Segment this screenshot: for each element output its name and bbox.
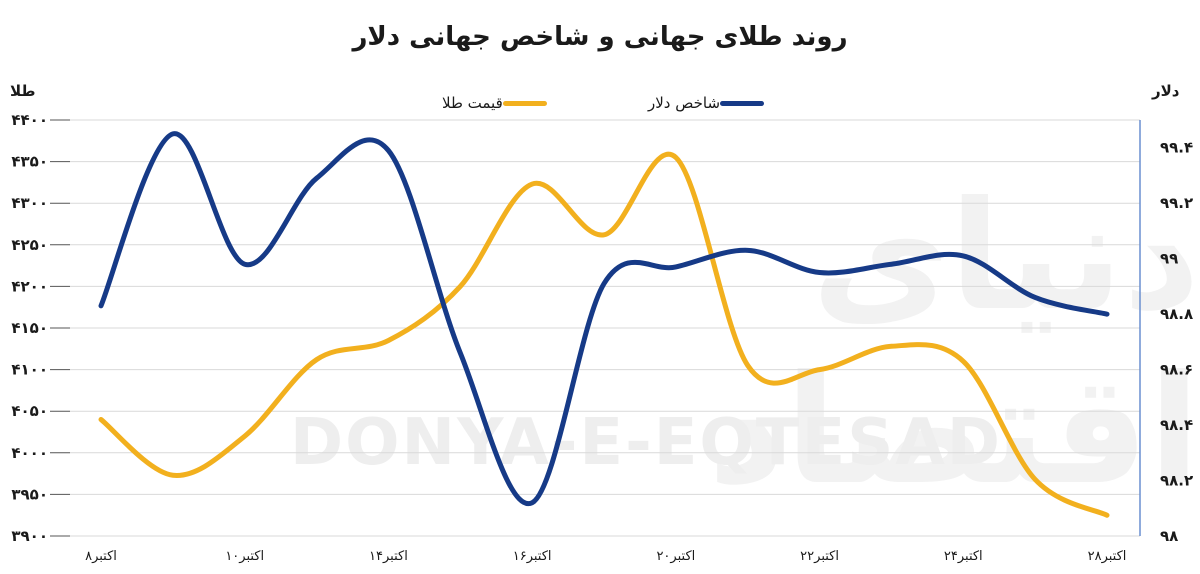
left-tick-label: ۴۰۵۰ — [11, 402, 48, 420]
right-tick-label: ۹۸.۴ — [1160, 416, 1193, 434]
right-tick-label: ۹۸.۶ — [1160, 361, 1193, 379]
right-tick-label: ۹۸.۸ — [1160, 305, 1193, 323]
watermark-persian: دنیای اقتصاد — [708, 170, 1200, 518]
left-tick-label: ۴۱۰۰ — [11, 361, 48, 379]
left-tick-label: ۴۲۰۰ — [11, 277, 48, 295]
x-tick-label: ۲۴اکتبر — [944, 549, 983, 564]
right-axis-title: دلار — [1152, 82, 1180, 100]
gold-price-line — [98, 151, 1110, 518]
right-tick-label: ۹۹.۴ — [1160, 139, 1193, 157]
x-tick-label: ۱۴اکتبر — [369, 549, 408, 564]
right-tick-label: ۹۹.۲ — [1160, 194, 1193, 212]
x-tick-label: ۸اکتبر — [85, 549, 117, 564]
left-tick-label: ۴۰۰۰ — [11, 444, 48, 462]
chart-title: روند طلای جهانی و شاخص جهانی دلار — [352, 22, 848, 52]
left-tick-label: ۴۴۰۰ — [11, 111, 48, 129]
left-tick-label: ۴۲۵۰ — [11, 236, 48, 254]
legend-item-dollar: شاخص دلار — [648, 94, 772, 112]
legend-label-gold: قیمت طلا — [442, 94, 503, 112]
legend-swatch-gold — [502, 101, 547, 106]
left-tick-label: ۴۳۵۰ — [11, 153, 48, 171]
x-tick-label: ۲۸اکتبر — [1088, 549, 1127, 564]
right-tick-label: ۹۹ — [1160, 250, 1178, 268]
legend-swatch-dollar — [720, 101, 765, 106]
x-tick-label: ۲۰اکتبر — [656, 549, 695, 564]
right-tick-label: ۹۸ — [1160, 527, 1178, 545]
x-tick-label: ۱۰اکتبر — [225, 549, 264, 564]
left-tick-label: ۳۹۵۰ — [11, 485, 48, 503]
x-tick-label: ۱۶اکتبر — [513, 549, 552, 564]
left-tick-label: ۴۳۰۰ — [11, 194, 48, 212]
watermark: DONYA-E-EQTESAD — [290, 406, 1002, 480]
left-axis-title: طلا — [10, 82, 36, 100]
legend-item-gold: قیمت طلا — [442, 94, 555, 112]
left-tick-label: ۴۱۵۰ — [11, 319, 48, 337]
right-tick-label: ۹۸.۲ — [1160, 472, 1193, 490]
legend-label-dollar: شاخص دلار — [648, 94, 721, 112]
x-tick-label: ۲۲اکتبر — [800, 549, 839, 564]
dollar-index-line — [98, 131, 1110, 506]
left-tick-label: ۳۹۰۰ — [11, 527, 48, 545]
